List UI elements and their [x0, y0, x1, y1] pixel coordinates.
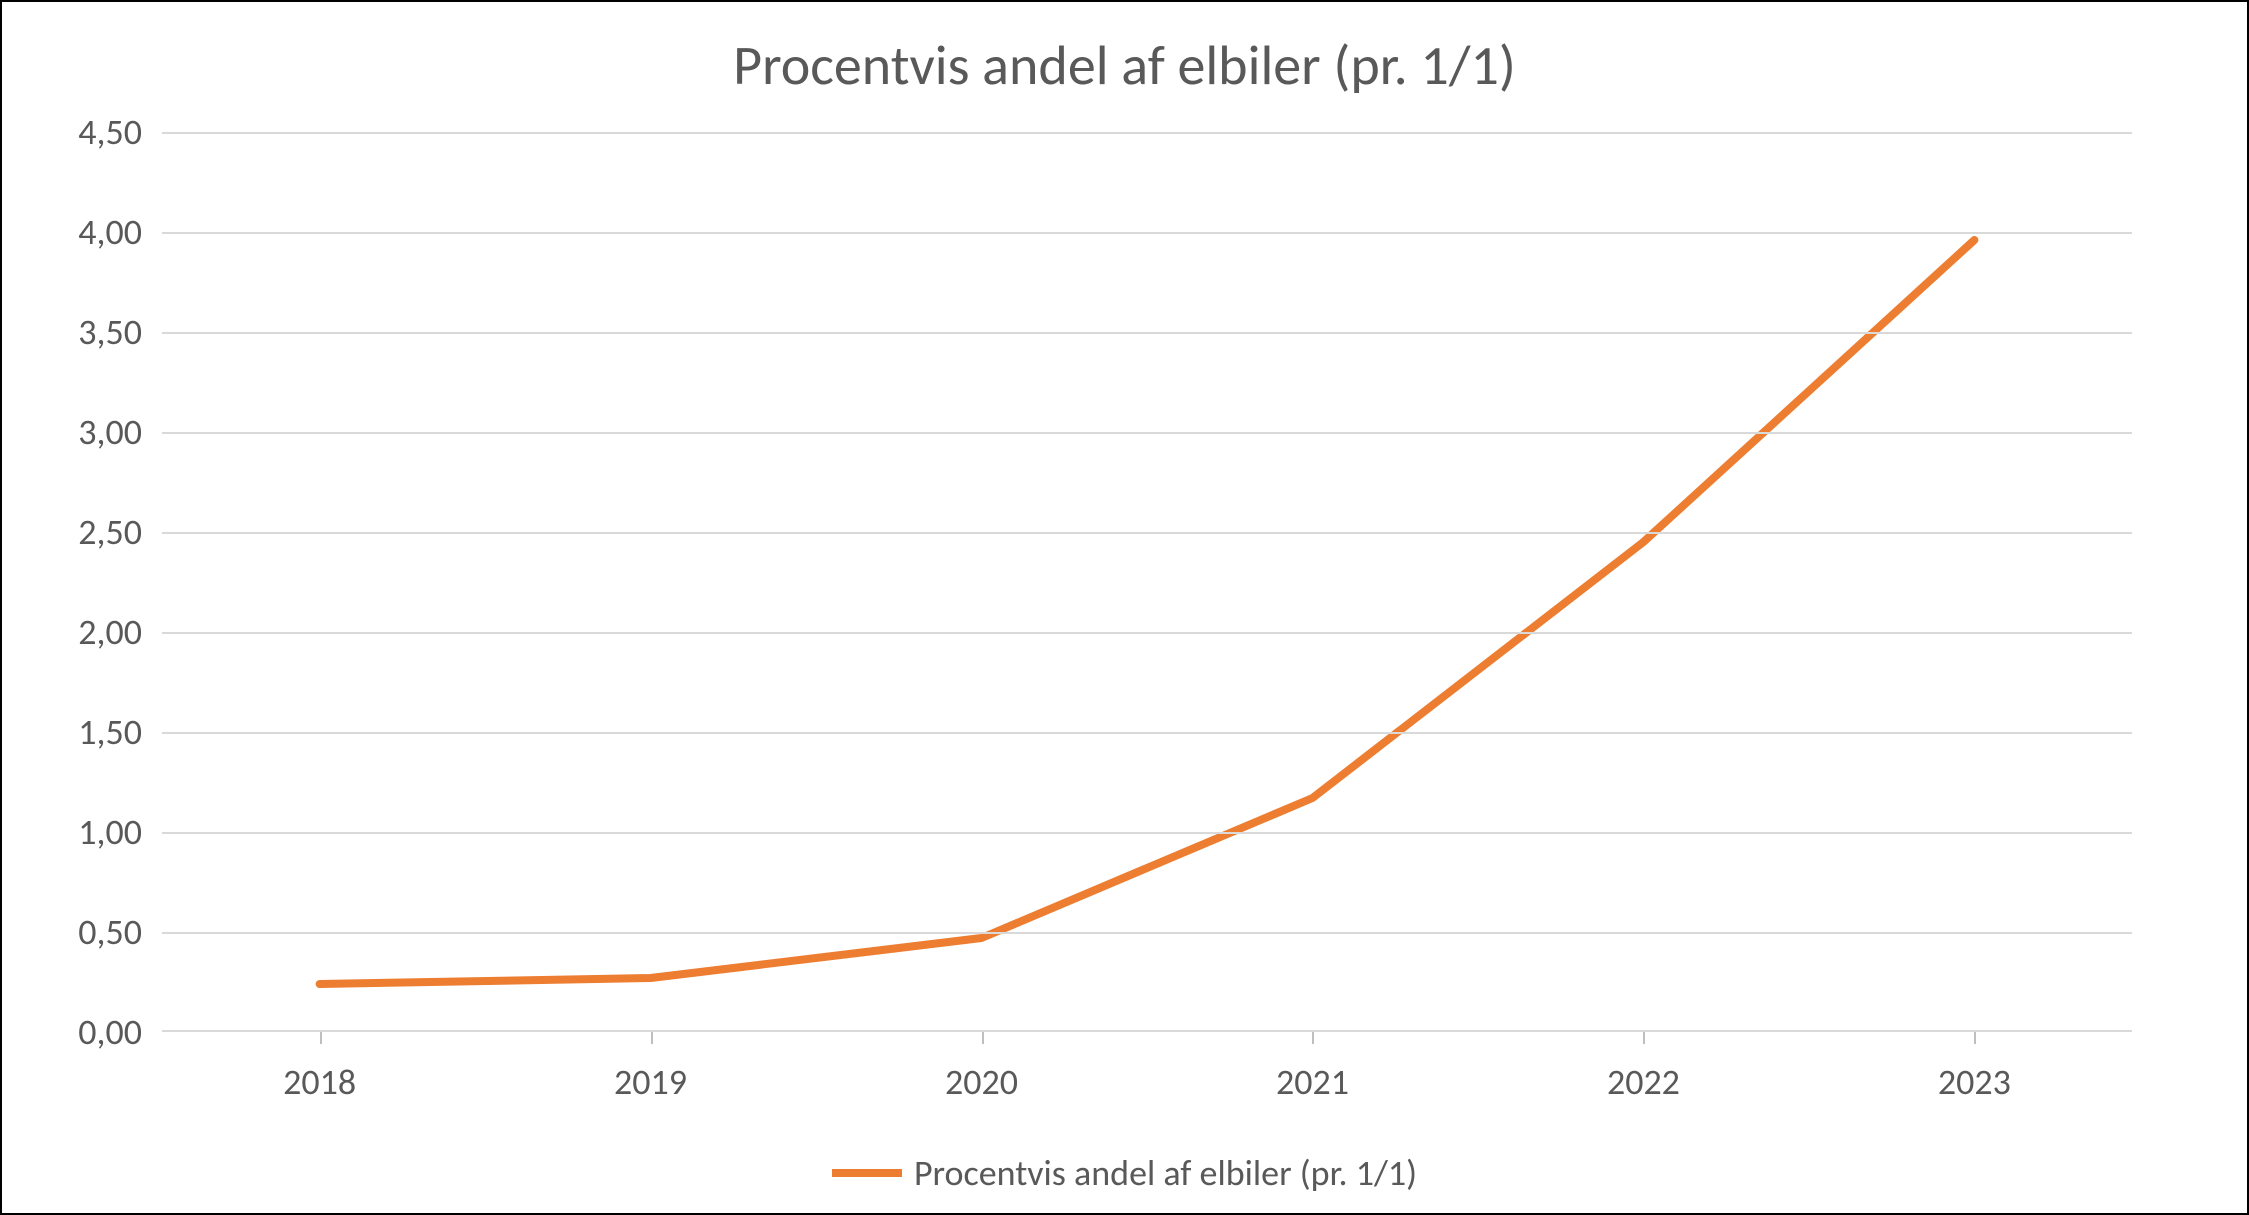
x-axis-label: 2018 — [283, 1060, 356, 1104]
y-axis-label: 4,50 — [42, 110, 142, 154]
x-axis: 201820192020202120222023 — [162, 1030, 2132, 1032]
x-axis-tick — [320, 1032, 322, 1044]
y-axis-label: 3,50 — [42, 310, 142, 354]
x-axis-label: 2019 — [614, 1060, 687, 1104]
grid-line — [162, 832, 2132, 834]
grid-line — [162, 432, 2132, 434]
y-axis-label: 1,00 — [42, 810, 142, 854]
grid-line — [162, 232, 2132, 234]
x-axis-label: 2020 — [945, 1060, 1018, 1104]
grid-line — [162, 932, 2132, 934]
x-axis-label: 2022 — [1607, 1060, 1680, 1104]
x-axis-label: 2023 — [1938, 1060, 2011, 1104]
grid-line — [162, 732, 2132, 734]
y-axis-label: 2,00 — [42, 610, 142, 654]
plot-area: 201820192020202120222023 0,000,501,001,5… — [162, 132, 2132, 1032]
x-axis-label: 2021 — [1276, 1060, 1349, 1104]
chart-frame: Procentvis andel af elbiler (pr. 1/1) 20… — [0, 0, 2249, 1215]
y-axis-label: 2,50 — [42, 510, 142, 554]
x-axis-tick — [1974, 1032, 1976, 1044]
x-axis-tick — [1312, 1032, 1314, 1044]
legend-label: Procentvis andel af elbiler (pr. 1/1) — [914, 1151, 1417, 1195]
grid-line — [162, 632, 2132, 634]
x-axis-tick — [982, 1032, 984, 1044]
data-line — [320, 240, 1975, 984]
chart-line-series — [162, 132, 2132, 1032]
y-axis-label: 1,50 — [42, 710, 142, 754]
x-axis-tick — [651, 1032, 653, 1044]
grid-line — [162, 532, 2132, 534]
legend: Procentvis andel af elbiler (pr. 1/1) — [2, 1151, 2247, 1195]
legend-swatch-icon — [832, 1169, 902, 1177]
chart-title: Procentvis andel af elbiler (pr. 1/1) — [2, 32, 2247, 100]
y-axis-label: 4,00 — [42, 210, 142, 254]
y-axis-label: 0,00 — [42, 1010, 142, 1054]
y-axis-label: 3,00 — [42, 410, 142, 454]
y-axis-label: 0,50 — [42, 910, 142, 954]
grid-line — [162, 332, 2132, 334]
x-axis-tick — [1643, 1032, 1645, 1044]
grid-line — [162, 132, 2132, 134]
